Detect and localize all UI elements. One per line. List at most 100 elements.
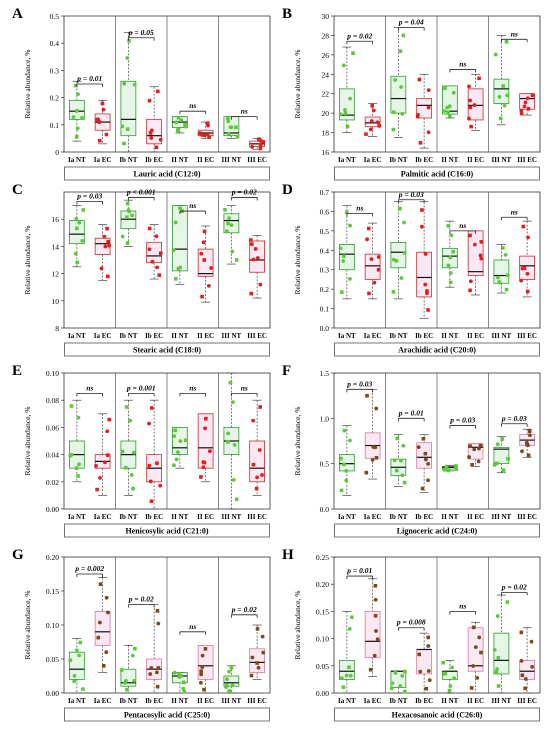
x-tick-label: Ia NT xyxy=(68,513,86,521)
data-point xyxy=(338,112,343,117)
data-point xyxy=(105,453,110,457)
data-point xyxy=(200,294,204,299)
data-point xyxy=(155,265,160,270)
data-point xyxy=(158,251,163,255)
data-point xyxy=(148,131,153,135)
title-box xyxy=(64,342,270,357)
data-point xyxy=(374,406,379,411)
data-point xyxy=(444,464,449,469)
data-point xyxy=(225,683,229,688)
data-point xyxy=(207,135,211,140)
data-point xyxy=(171,248,176,253)
box-0 xyxy=(69,220,85,245)
box-2 xyxy=(390,242,407,269)
data-point xyxy=(96,635,101,640)
box-5 xyxy=(467,230,484,276)
data-point xyxy=(476,459,481,464)
y-tick-label: 1.5 xyxy=(320,369,330,378)
data-point xyxy=(97,620,102,625)
data-point xyxy=(441,109,446,114)
data-point xyxy=(249,673,254,678)
y-tick-label: 0.1 xyxy=(50,121,60,130)
x-tick-label: II NT xyxy=(171,156,188,164)
x-tick-label: III EC xyxy=(517,513,537,521)
title-box xyxy=(334,523,540,538)
data-point xyxy=(475,675,480,680)
data-point xyxy=(372,653,377,658)
data-point xyxy=(468,288,472,293)
data-point xyxy=(223,207,227,212)
data-point xyxy=(365,237,369,242)
data-point xyxy=(101,664,106,668)
data-point xyxy=(401,33,406,38)
data-point xyxy=(125,127,130,131)
data-point xyxy=(477,446,481,451)
data-point xyxy=(478,443,483,448)
data-point xyxy=(201,240,206,245)
chart-title: Hexacosanoic acid (C26:0) xyxy=(392,711,483,720)
x-tick-label: Ib EC xyxy=(415,156,433,164)
comparison-label: p = 0.01 xyxy=(76,74,102,83)
data-point xyxy=(395,436,400,441)
data-point xyxy=(106,239,111,244)
comparison-label: ns xyxy=(459,221,466,230)
data-point xyxy=(468,233,472,238)
data-point xyxy=(104,650,109,655)
y-axis-label: Relative abundance, % xyxy=(293,407,302,476)
data-point xyxy=(402,251,407,255)
data-point xyxy=(148,479,153,484)
data-point xyxy=(177,675,182,679)
chart-title: Pentacosylic acid (C25:0) xyxy=(124,711,211,720)
data-point xyxy=(417,77,422,82)
y-tick-label: 0.1 xyxy=(320,305,330,314)
data-point xyxy=(522,104,527,109)
data-point xyxy=(69,404,74,408)
data-point xyxy=(132,679,136,683)
y-tick-label: 0.2 xyxy=(320,285,330,294)
data-point xyxy=(521,224,526,229)
x-tick-label: III EC xyxy=(517,697,537,705)
data-point xyxy=(426,88,431,93)
data-point xyxy=(364,470,369,475)
data-point xyxy=(443,86,447,91)
x-tick-label: III EC xyxy=(517,156,537,164)
data-point xyxy=(369,257,374,262)
data-point xyxy=(529,639,534,644)
data-point xyxy=(348,96,352,101)
y-tick-label: 0.04 xyxy=(46,451,59,460)
data-point xyxy=(468,98,472,103)
data-point xyxy=(104,595,109,600)
data-point xyxy=(348,276,352,281)
data-point xyxy=(147,463,152,468)
x-tick-label: III NT xyxy=(222,332,242,340)
y-tick-label: 10 xyxy=(52,297,60,306)
data-point xyxy=(225,677,229,682)
data-point xyxy=(423,252,428,256)
data-point xyxy=(105,226,109,231)
data-point xyxy=(73,251,78,256)
data-point xyxy=(149,136,154,140)
data-point xyxy=(80,238,85,243)
data-point xyxy=(448,684,453,688)
data-point xyxy=(477,635,482,640)
x-tick-label: Ib EC xyxy=(415,332,433,340)
data-point xyxy=(399,85,403,89)
data-point xyxy=(497,95,502,99)
data-point xyxy=(154,145,159,150)
comparison-label: ns xyxy=(241,383,248,392)
data-point xyxy=(426,644,431,648)
data-point xyxy=(449,233,454,238)
x-tick-label: Ia NT xyxy=(338,332,356,340)
data-point xyxy=(393,78,398,82)
y-tick-label: 0.08 xyxy=(46,396,59,405)
data-point xyxy=(501,468,506,472)
x-tick-label: Ia EC xyxy=(364,332,382,340)
data-point xyxy=(155,684,160,689)
data-point xyxy=(446,224,451,228)
data-point xyxy=(226,431,230,436)
x-tick-label: III NT xyxy=(492,697,512,705)
x-tick-label: Ib NT xyxy=(389,697,407,705)
data-point xyxy=(147,98,152,103)
data-point xyxy=(423,282,428,287)
data-point xyxy=(501,84,506,88)
